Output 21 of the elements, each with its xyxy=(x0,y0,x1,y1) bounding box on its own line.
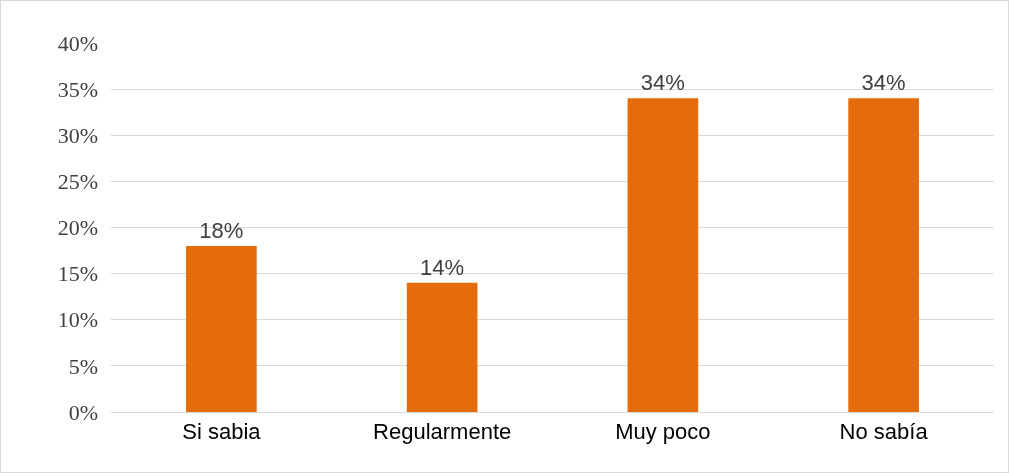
bar xyxy=(848,98,919,412)
data-label: 34% xyxy=(861,70,906,96)
bar xyxy=(406,282,478,412)
x-tick-label: Regularmente xyxy=(373,419,512,445)
y-tick-label: 30% xyxy=(57,122,98,148)
y-tick-label: 40% xyxy=(57,30,98,56)
y-tick-label: 25% xyxy=(57,169,98,195)
x-tick-label: Muy poco xyxy=(615,419,711,445)
data-label: 34% xyxy=(640,70,685,96)
y-tick-label: 35% xyxy=(57,76,98,102)
y-tick-label: 5% xyxy=(68,353,98,379)
y-tick-label: 20% xyxy=(57,215,98,241)
y-tick-label: 0% xyxy=(68,399,98,425)
bar xyxy=(627,98,699,412)
y-tick-label: 15% xyxy=(57,261,98,287)
x-tick-label: Si sabia xyxy=(182,419,262,445)
bar xyxy=(186,245,257,412)
data-label: 18% xyxy=(199,217,244,243)
data-label: 14% xyxy=(420,254,465,280)
x-tick-label: No sabía xyxy=(839,419,929,445)
y-tick-label: 10% xyxy=(57,307,98,333)
